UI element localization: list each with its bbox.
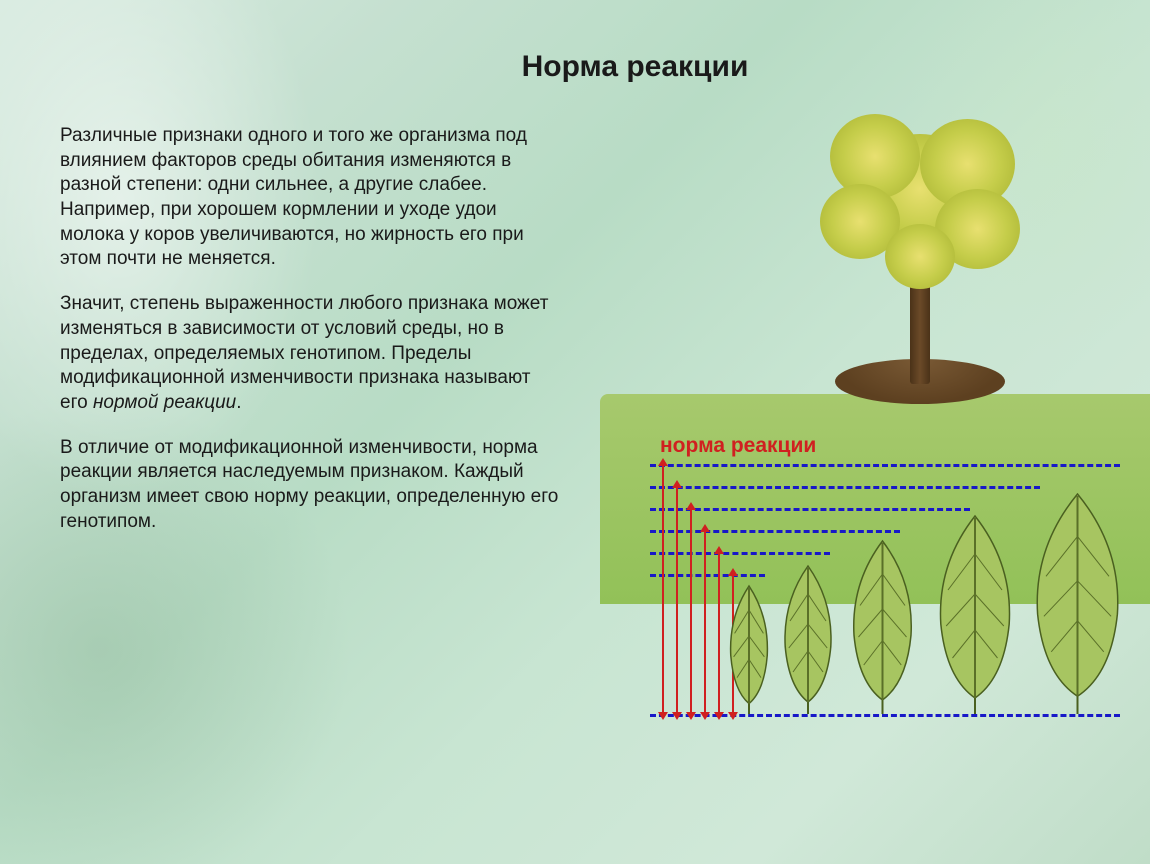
dash-line bbox=[650, 464, 1120, 467]
range-arrow bbox=[704, 530, 706, 714]
paragraph-2-em: нормой реакции bbox=[93, 392, 236, 413]
range-arrow bbox=[676, 486, 678, 714]
leaf-icon bbox=[845, 539, 920, 714]
page-title: Норма реакции bbox=[180, 50, 1090, 84]
paragraph-2-b: . bbox=[236, 392, 241, 413]
paragraph-2: Значит, степень выраженности любого приз… bbox=[60, 292, 560, 415]
leaf-icon bbox=[930, 514, 1020, 714]
norm-reaction-label: норма реакции bbox=[660, 434, 816, 458]
paragraph-3: В отличие от модификационной изменчивост… bbox=[60, 436, 560, 535]
dash-line bbox=[650, 530, 900, 533]
range-arrow bbox=[690, 508, 692, 714]
dash-line bbox=[650, 508, 970, 511]
tree-crown bbox=[800, 94, 1040, 294]
crown-blob bbox=[885, 224, 955, 289]
range-arrow bbox=[662, 464, 664, 714]
leaf-icon bbox=[1025, 492, 1130, 714]
body-row: Различные признаки одного и того же орга… bbox=[60, 124, 1090, 554]
slide-content: Норма реакции Различные признаки одного … bbox=[0, 0, 1150, 864]
paragraph-1: Различные признаки одного и того же орга… bbox=[60, 124, 560, 272]
leaf-icon bbox=[778, 564, 838, 714]
text-column: Различные признаки одного и того же орга… bbox=[60, 124, 560, 554]
figure-column: норма реакции bbox=[600, 124, 1090, 554]
leaf-icon bbox=[725, 584, 773, 714]
leaves-diagram bbox=[600, 464, 1130, 744]
dash-line bbox=[650, 486, 1040, 489]
tree-illustration bbox=[780, 94, 1060, 404]
range-arrow bbox=[718, 552, 720, 714]
dash-line bbox=[650, 574, 765, 577]
